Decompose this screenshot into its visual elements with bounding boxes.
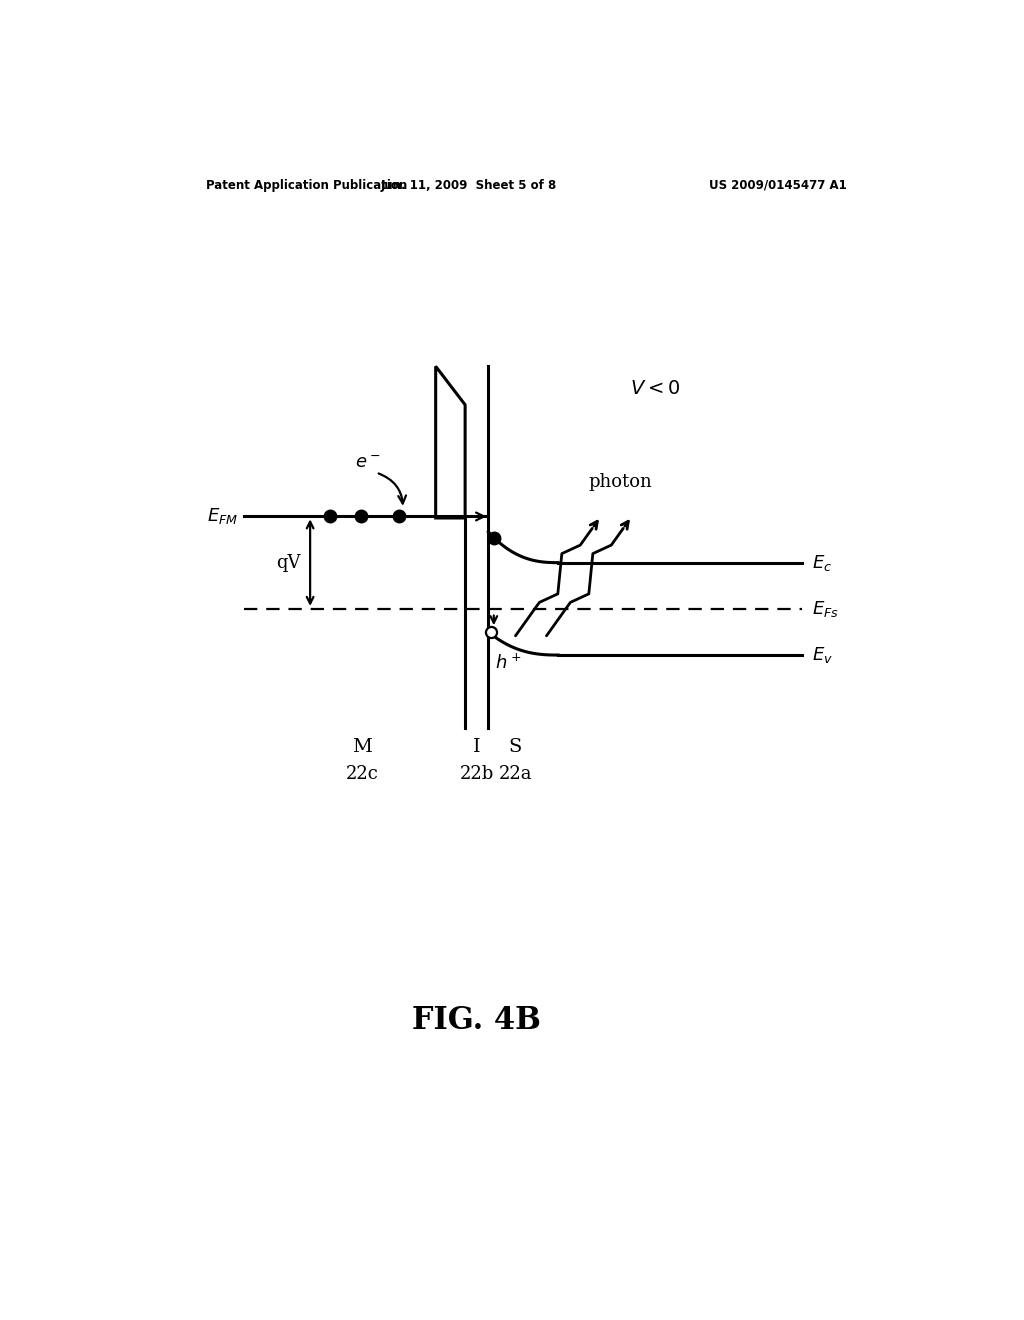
Text: $h^+$: $h^+$	[496, 653, 522, 673]
Text: 22a: 22a	[499, 766, 532, 783]
Text: $e^-$: $e^-$	[355, 454, 381, 471]
Text: Jun. 11, 2009  Sheet 5 of 8: Jun. 11, 2009 Sheet 5 of 8	[381, 178, 557, 191]
Text: $E_{FM}$: $E_{FM}$	[207, 507, 238, 527]
Text: qV: qV	[276, 553, 301, 572]
Text: $E_{Fs}$: $E_{Fs}$	[812, 599, 839, 619]
Text: S: S	[509, 738, 522, 756]
Text: I: I	[473, 738, 480, 756]
Text: $V < 0$: $V < 0$	[630, 380, 680, 399]
Text: 22b: 22b	[460, 766, 494, 783]
Text: $E_c$: $E_c$	[812, 553, 831, 573]
FancyArrowPatch shape	[379, 474, 406, 503]
Text: Patent Application Publication: Patent Application Publication	[206, 178, 407, 191]
Text: 22c: 22c	[346, 766, 379, 783]
Text: photon: photon	[588, 473, 652, 491]
Text: M: M	[352, 738, 373, 756]
Text: $E_v$: $E_v$	[812, 645, 833, 665]
Text: US 2009/0145477 A1: US 2009/0145477 A1	[710, 178, 847, 191]
Text: FIG. 4B: FIG. 4B	[413, 1006, 542, 1036]
